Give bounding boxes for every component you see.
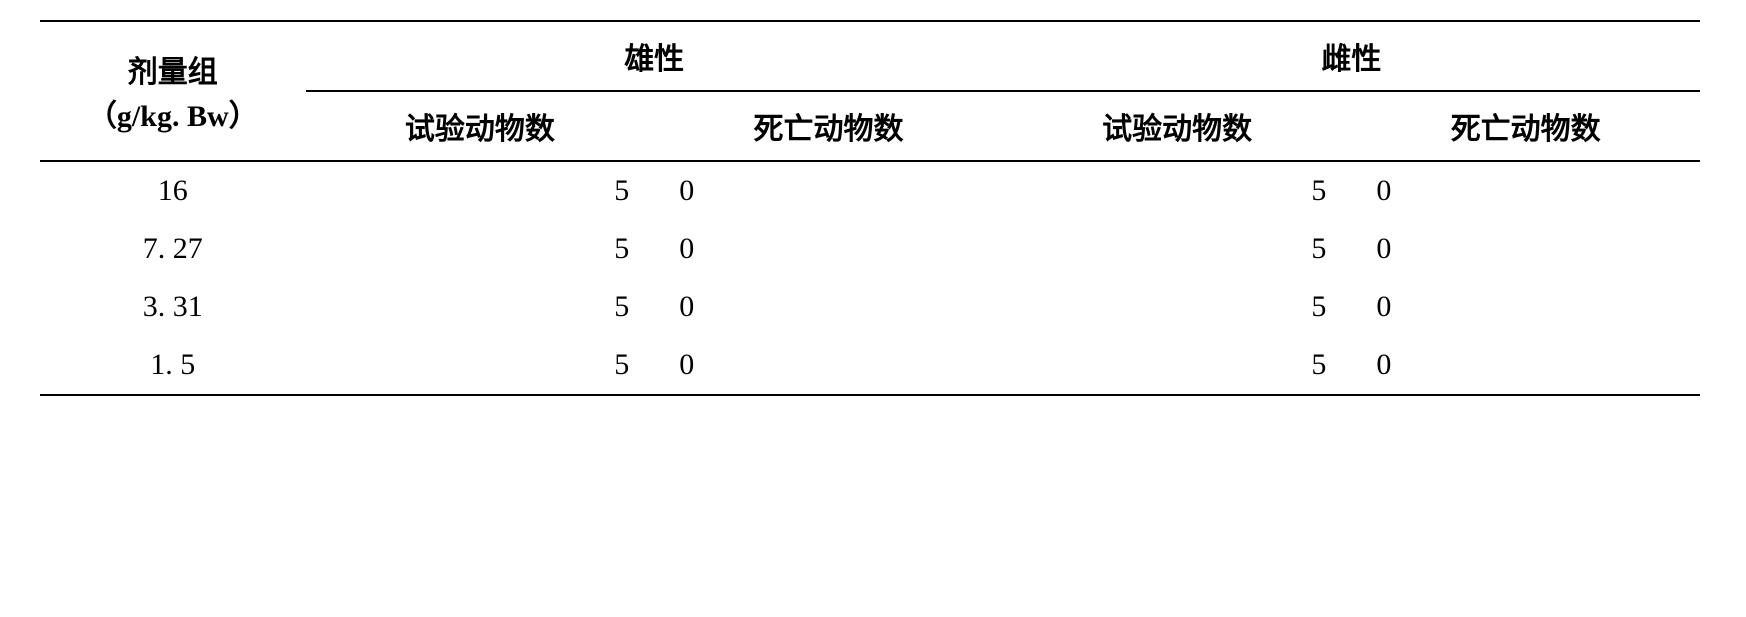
- header-male-test: 试验动物数: [306, 91, 655, 161]
- cell-female-test: 5: [986, 290, 1367, 324]
- dose-group-label-1: 剂量组: [48, 47, 298, 91]
- cell-dose: 3. 31: [40, 278, 306, 336]
- dosage-table: 剂量组 （g/kg. Bw） 雄性 雌性 试验动物数 死亡动物数 试验动物数 死…: [40, 20, 1700, 396]
- header-female-test: 试验动物数: [1003, 91, 1352, 161]
- cell-male-test: 5: [289, 232, 670, 266]
- cell-male-pair: 5 0: [306, 336, 1003, 395]
- cell-female-dead: 0: [1366, 174, 1717, 208]
- dose-group-label-2: （g/kg. Bw）: [48, 91, 298, 135]
- table-row: 1. 5 5 0 5 0: [40, 336, 1700, 395]
- header-dose-group: 剂量组 （g/kg. Bw）: [40, 21, 306, 161]
- cell-female-dead: 0: [1366, 290, 1717, 324]
- cell-male-pair: 5 0: [306, 161, 1003, 220]
- table-row: 3. 31 5 0 5 0: [40, 278, 1700, 336]
- cell-dose: 16: [40, 161, 306, 220]
- cell-male-dead: 0: [669, 232, 1020, 266]
- cell-female-dead: 0: [1366, 232, 1717, 266]
- cell-female-pair: 5 0: [1003, 220, 1700, 278]
- cell-female-test: 5: [986, 348, 1367, 382]
- cell-female-pair: 5 0: [1003, 161, 1700, 220]
- cell-male-test: 5: [289, 174, 670, 208]
- cell-male-test: 5: [289, 348, 670, 382]
- table-row: 16 5 0 5 0: [40, 161, 1700, 220]
- header-male-dead: 死亡动物数: [654, 91, 1003, 161]
- cell-female-pair: 5 0: [1003, 278, 1700, 336]
- cell-male-dead: 0: [669, 348, 1020, 382]
- cell-dose: 7. 27: [40, 220, 306, 278]
- cell-male-pair: 5 0: [306, 278, 1003, 336]
- cell-female-pair: 5 0: [1003, 336, 1700, 395]
- header-male: 雄性: [306, 21, 1003, 91]
- cell-female-test: 5: [986, 232, 1367, 266]
- table-row: 7. 27 5 0 5 0: [40, 220, 1700, 278]
- header-female-dead: 死亡动物数: [1351, 91, 1700, 161]
- cell-male-dead: 0: [669, 290, 1020, 324]
- header-female: 雌性: [1003, 21, 1700, 91]
- cell-female-dead: 0: [1366, 348, 1717, 382]
- cell-dose: 1. 5: [40, 336, 306, 395]
- cell-male-test: 5: [289, 290, 670, 324]
- cell-male-dead: 0: [669, 174, 1020, 208]
- cell-male-pair: 5 0: [306, 220, 1003, 278]
- cell-female-test: 5: [986, 174, 1367, 208]
